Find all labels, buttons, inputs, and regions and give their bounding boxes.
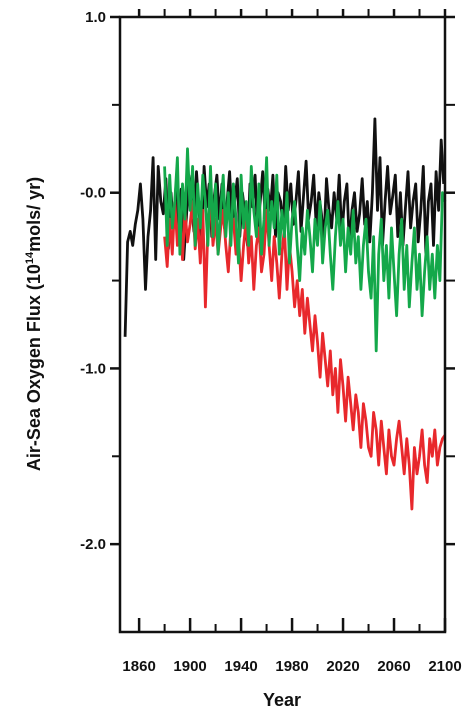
- x-tick-label: 1980: [275, 658, 308, 675]
- series-line-3: [163, 147, 447, 353]
- series-layer: [123, 117, 447, 511]
- x-tick-label: 2100: [428, 658, 461, 675]
- y-tick-label: -2.0: [80, 536, 106, 553]
- tick-layer: 1860 1900 1940 1980 2020 2060 2100 1.0 -0.0 -1.0 -…: [80, 9, 462, 675]
- x-tick-label: 2060: [377, 658, 410, 675]
- plot-frame: [118, 15, 447, 634]
- x-tick-label: 2020: [326, 658, 359, 675]
- x-tick-label: 1900: [173, 658, 206, 675]
- x-tick-label: 1940: [224, 658, 257, 675]
- y-tick-label: -1.0: [80, 360, 106, 377]
- y-tick-label: -0.0: [80, 185, 106, 202]
- x-axis-title: Year: [263, 690, 301, 710]
- y-axis-title: Air-Sea Oxygen Flux (1014mols/ yr): [24, 177, 44, 471]
- y-tick-label: 1.0: [85, 9, 106, 26]
- x-tick-label: 1860: [122, 658, 155, 675]
